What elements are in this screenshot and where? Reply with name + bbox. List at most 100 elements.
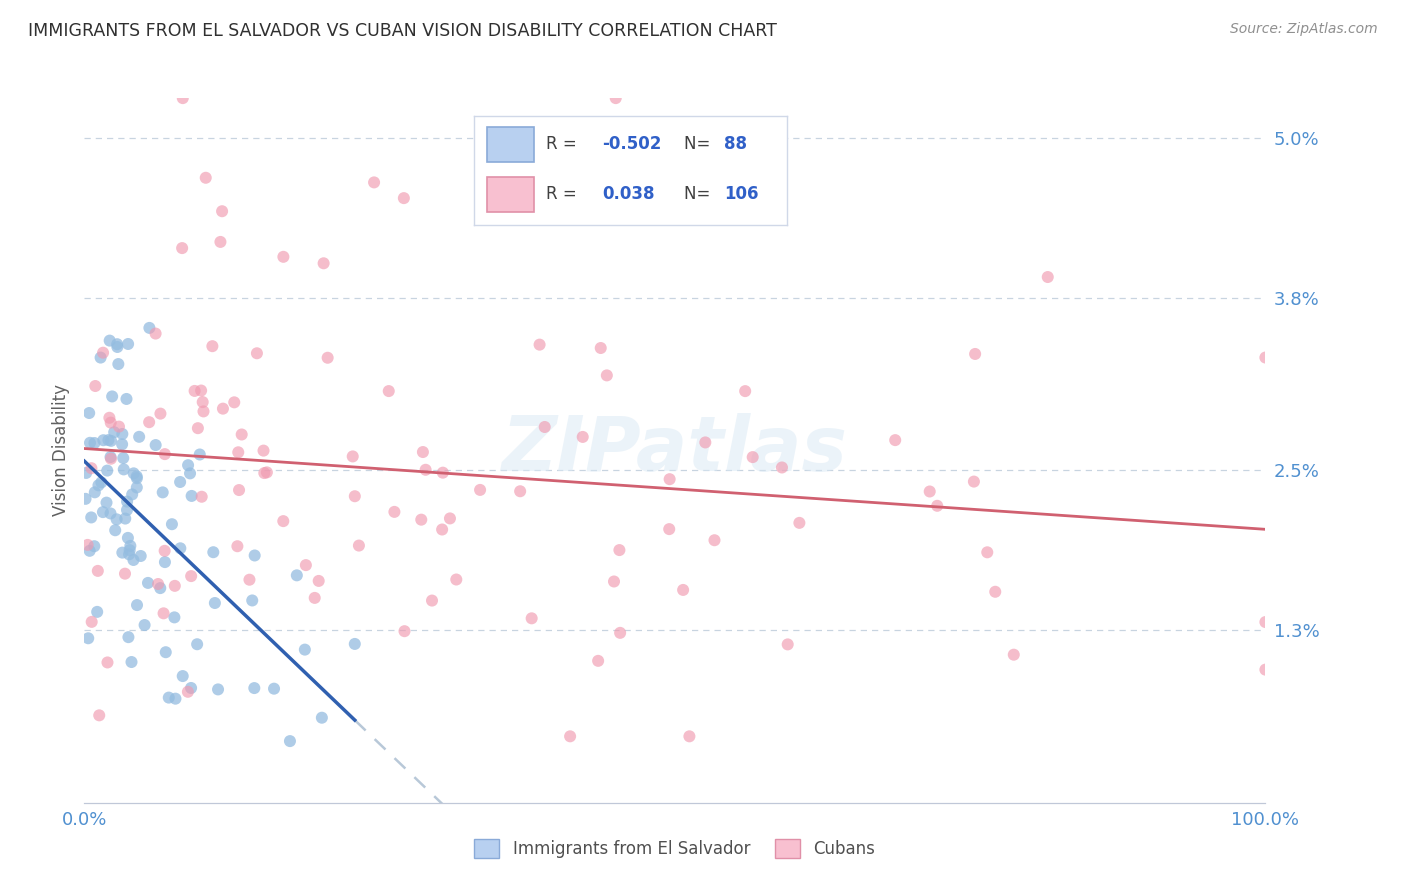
Point	[190, 490, 212, 504]
Point	[252, 443, 274, 458]
Point	[285, 568, 308, 582]
Point	[187, 421, 209, 435]
Point	[89, 708, 111, 723]
Point	[121, 655, 143, 669]
Point	[884, 433, 907, 447]
Point	[80, 461, 103, 475]
Point	[163, 579, 186, 593]
Point	[180, 489, 202, 503]
Point	[125, 471, 148, 485]
Point	[253, 466, 276, 480]
Point	[98, 410, 121, 425]
Point	[111, 546, 134, 560]
Point	[122, 553, 145, 567]
Point	[100, 416, 122, 430]
Point	[965, 347, 987, 361]
Legend: Immigrants from El Salvador, Cubans: Immigrants from El Salvador, Cubans	[468, 832, 882, 865]
Point	[145, 438, 167, 452]
Point	[430, 523, 453, 537]
Point	[703, 533, 725, 548]
Point	[415, 463, 437, 477]
Point	[238, 573, 260, 587]
Point	[446, 573, 468, 587]
Point	[273, 250, 295, 264]
Point	[177, 458, 200, 473]
Point	[193, 404, 215, 418]
Point	[115, 494, 138, 508]
Point	[734, 384, 756, 398]
Point	[152, 485, 174, 500]
Point	[157, 690, 180, 705]
Point	[231, 427, 253, 442]
Point	[138, 415, 160, 429]
Point	[80, 510, 103, 524]
Point	[658, 472, 681, 486]
Point	[98, 334, 121, 348]
Point	[91, 505, 114, 519]
Point	[111, 427, 134, 442]
Point	[100, 450, 122, 464]
Point	[343, 489, 366, 503]
Point	[984, 584, 1007, 599]
Point	[101, 389, 124, 403]
Point	[571, 430, 593, 444]
Point	[112, 462, 135, 476]
Point	[1254, 615, 1277, 629]
Point	[605, 91, 627, 105]
Point	[96, 464, 118, 478]
Point	[918, 484, 941, 499]
Point	[105, 337, 128, 351]
Point	[392, 191, 415, 205]
Point	[80, 615, 103, 629]
Point	[202, 545, 225, 559]
Point	[117, 337, 139, 351]
Point	[741, 450, 763, 464]
Point	[672, 582, 695, 597]
Point	[77, 406, 100, 420]
Point	[226, 539, 249, 553]
Point	[312, 256, 335, 270]
Point	[596, 368, 619, 383]
Point	[115, 392, 138, 406]
Point	[1036, 270, 1059, 285]
Point	[529, 337, 551, 351]
Point	[103, 425, 125, 440]
Point	[163, 610, 186, 624]
Point	[228, 483, 250, 497]
Point	[91, 345, 114, 359]
Point	[146, 577, 169, 591]
Point	[114, 511, 136, 525]
Point	[79, 435, 101, 450]
Point	[108, 419, 131, 434]
Point	[209, 235, 232, 249]
Point	[394, 624, 416, 639]
Point	[927, 499, 949, 513]
Point	[112, 451, 135, 466]
Point	[963, 475, 986, 489]
Point	[246, 346, 269, 360]
Point	[420, 593, 443, 607]
Point	[180, 569, 202, 583]
Point	[256, 466, 278, 480]
Y-axis label: Vision Disability: Vision Disability	[52, 384, 70, 516]
Point	[224, 395, 246, 409]
Point	[558, 729, 581, 743]
Point	[83, 436, 105, 450]
Point	[278, 734, 301, 748]
Point	[160, 517, 183, 532]
Point	[976, 545, 998, 559]
Point	[377, 384, 399, 398]
Point	[145, 326, 167, 341]
Point	[243, 549, 266, 563]
Point	[294, 642, 316, 657]
Point	[432, 466, 454, 480]
Point	[120, 539, 142, 553]
Point	[115, 503, 138, 517]
Point	[186, 637, 208, 651]
Point	[169, 475, 191, 489]
Point	[180, 681, 202, 695]
Point	[520, 611, 543, 625]
Point	[79, 543, 101, 558]
Point	[468, 483, 491, 497]
Point	[75, 491, 97, 506]
